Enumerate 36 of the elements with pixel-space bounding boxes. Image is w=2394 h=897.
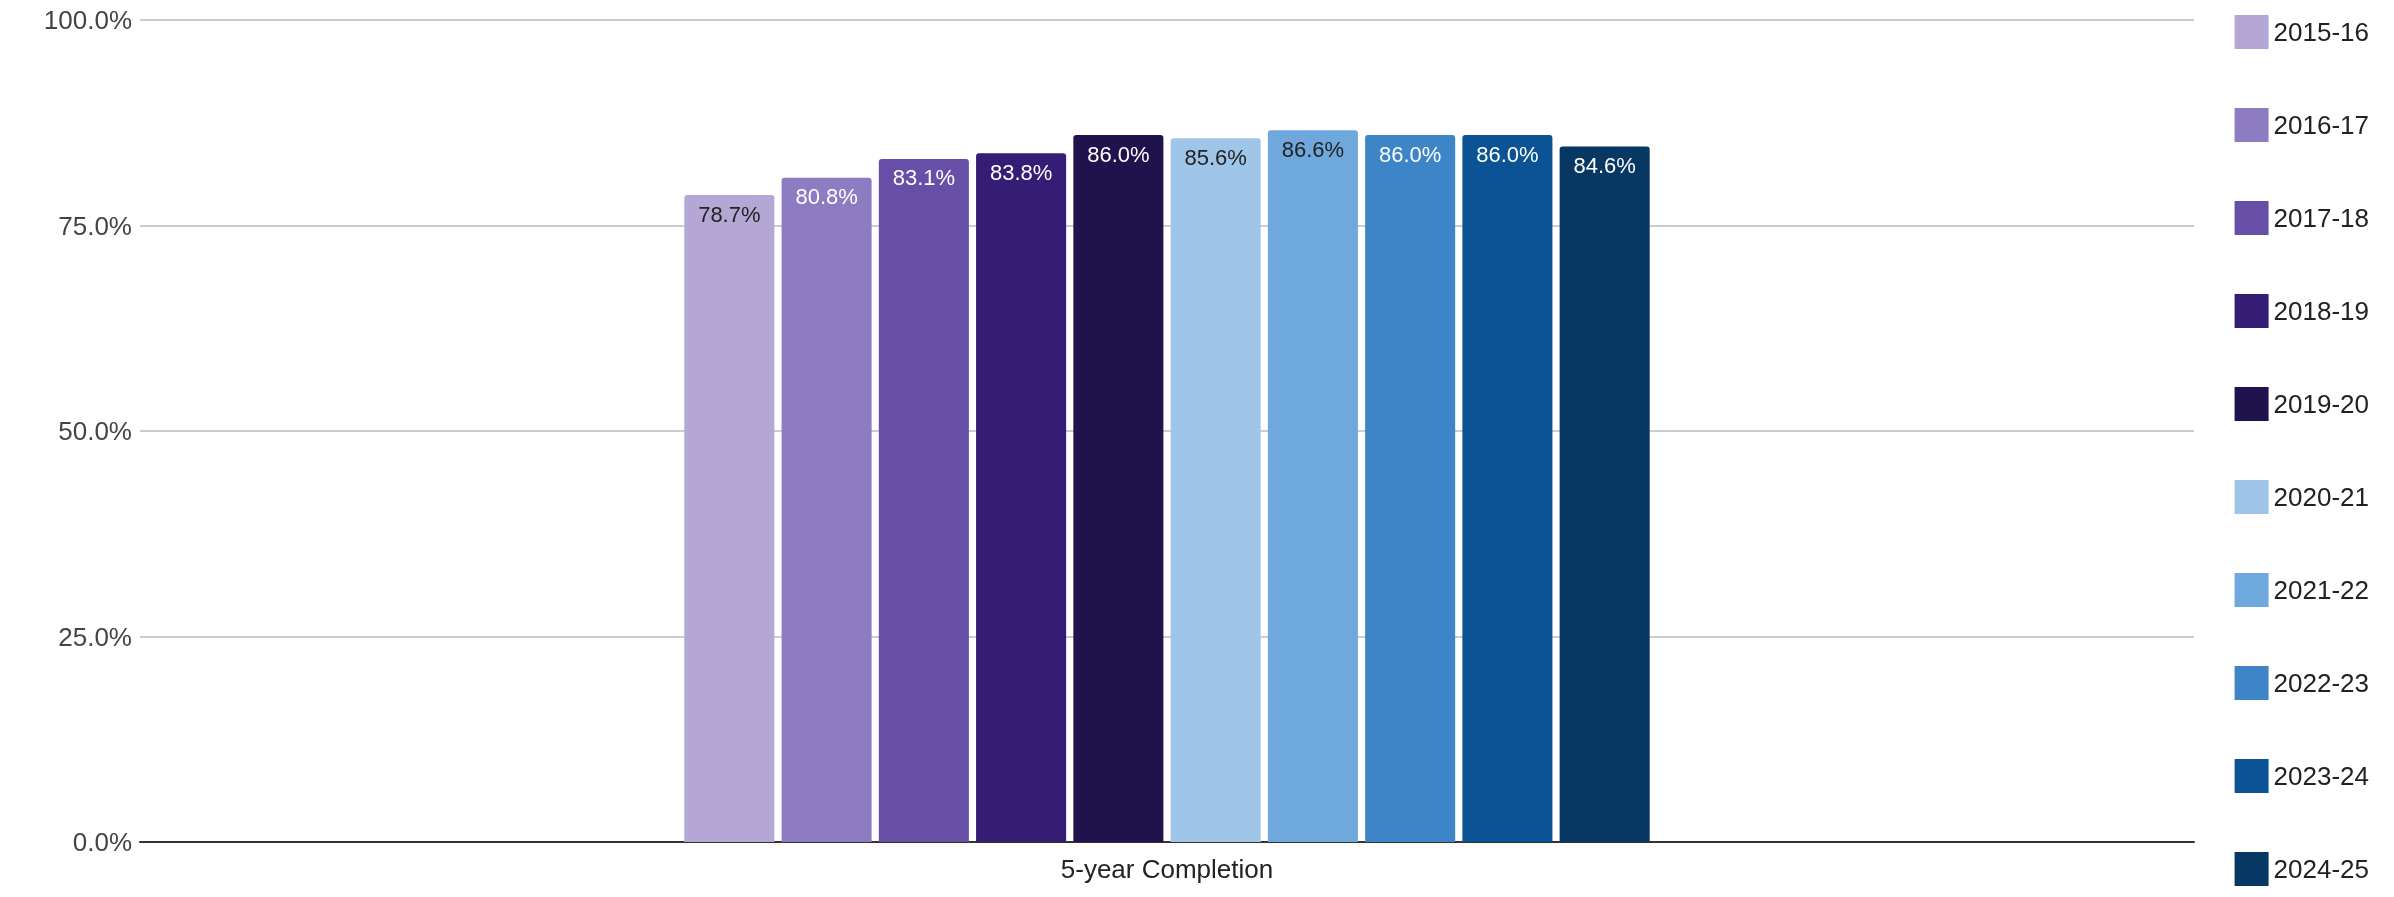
data-label: 78.7% bbox=[698, 201, 761, 227]
legend-label: 2016-17 bbox=[2273, 110, 2369, 140]
legend-label: 2023-24 bbox=[2273, 761, 2369, 791]
bar bbox=[1267, 130, 1358, 842]
bar bbox=[1559, 146, 1650, 842]
legend-label: 2017-18 bbox=[2273, 203, 2369, 233]
legend-label: 2020-21 bbox=[2273, 482, 2369, 512]
y-tick-label: 75.0% bbox=[58, 210, 132, 241]
bar bbox=[1365, 135, 1456, 842]
legend-label: 2018-19 bbox=[2273, 296, 2369, 326]
data-label: 86.0% bbox=[1087, 141, 1150, 167]
bar bbox=[976, 153, 1067, 842]
bar bbox=[878, 158, 969, 842]
legend-label: 2015-16 bbox=[2273, 17, 2369, 47]
data-label: 83.1% bbox=[892, 165, 956, 191]
data-label: 86.0% bbox=[1476, 141, 1539, 167]
y-tick-label: 0.0% bbox=[72, 827, 132, 857]
y-tick-label: 25.0% bbox=[58, 621, 132, 652]
bar bbox=[684, 195, 775, 842]
bar bbox=[1462, 135, 1553, 842]
y-tick-label: 50.0% bbox=[58, 416, 132, 446]
x-tick-label: 5-year Completion bbox=[1060, 854, 1274, 884]
legend-label: 2021-22 bbox=[2273, 575, 2369, 605]
data-label: 86.0% bbox=[1378, 141, 1442, 167]
bar bbox=[781, 177, 872, 842]
legend-label: 2022-23 bbox=[2273, 668, 2369, 698]
data-label: 84.6% bbox=[1573, 153, 1636, 179]
legend-label: 2024-25 bbox=[2273, 854, 2369, 884]
y-tick-label: 100.0% bbox=[43, 5, 132, 35]
bar bbox=[1073, 135, 1164, 842]
bar bbox=[1170, 138, 1261, 842]
data-label: 83.8% bbox=[989, 159, 1053, 185]
legend-label: 2019-20 bbox=[2273, 389, 2369, 419]
data-label: 86.6% bbox=[1281, 136, 1345, 162]
data-label: 85.6% bbox=[1184, 144, 1247, 170]
data-label: 80.8% bbox=[795, 184, 858, 210]
